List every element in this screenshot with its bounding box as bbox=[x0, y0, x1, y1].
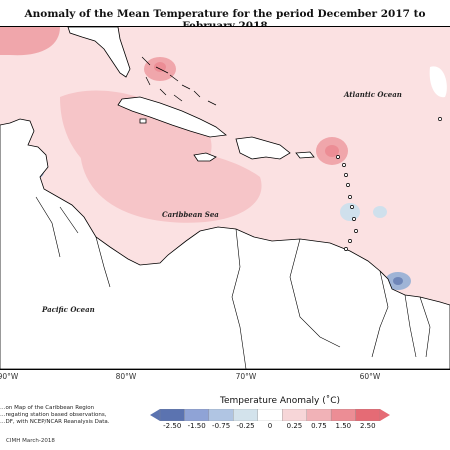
map-description: …on Map of the Caribbean Region …regatin… bbox=[0, 405, 140, 426]
legend-color-cell bbox=[330, 409, 356, 421]
pacific-ocean-label: Pacific Ocean bbox=[41, 305, 95, 314]
legend-label: -2.50 bbox=[163, 422, 182, 430]
longitude-tick-60w: 60°W bbox=[359, 372, 381, 381]
longitude-tick-80w: 80°W bbox=[115, 372, 137, 381]
country-borders bbox=[35, 196, 431, 369]
atlantic-ocean-label: Atlantic Ocean bbox=[343, 90, 402, 99]
legend-color-cell bbox=[282, 409, 307, 421]
legend-color-cell bbox=[355, 409, 381, 421]
legend-color-cell bbox=[233, 409, 258, 421]
bahamas-islands bbox=[141, 56, 217, 106]
land-masses bbox=[0, 27, 450, 369]
legend-color-cell bbox=[306, 409, 332, 421]
legend-label: 1.50 bbox=[335, 422, 352, 430]
legend-title: Temperature Anomaly (˚C) bbox=[219, 396, 340, 406]
caribbean-sea-label: Caribbean Sea bbox=[162, 210, 219, 219]
legend-color-bar bbox=[150, 409, 390, 421]
legend-arrow-right bbox=[380, 409, 390, 421]
description-line-2: …regating station based observations, bbox=[0, 412, 107, 418]
legend-arrow-left bbox=[150, 409, 160, 421]
legend-label: 0.75 bbox=[311, 422, 327, 430]
legend-label: -0.75 bbox=[212, 422, 231, 430]
legend-label: -1.50 bbox=[187, 422, 206, 430]
description-line-1: …on Map of the Caribbean Region bbox=[0, 405, 95, 411]
legend-color-cell bbox=[184, 409, 210, 421]
legend-color-cell bbox=[257, 409, 283, 421]
lesser-antilles bbox=[336, 117, 442, 251]
legend-label: 0.25 bbox=[286, 422, 303, 430]
credit-text: CIMH March-2018 bbox=[6, 438, 55, 444]
legend-color-cell bbox=[208, 409, 234, 421]
description-line-3: …DF, with NCEP/NCAR Reanalysis Data. bbox=[0, 419, 110, 425]
longitude-tick-90w: 90°W bbox=[0, 372, 19, 381]
anomaly-map: Atlantic Ocean Caribbean Sea Pacific Oce… bbox=[0, 26, 450, 370]
legend-label: 2.50 bbox=[359, 422, 376, 430]
legend-label: 0 bbox=[267, 422, 273, 430]
legend-color-cell bbox=[159, 409, 185, 421]
longitude-tick-70w: 70°W bbox=[235, 372, 257, 381]
legend-label: -0.25 bbox=[236, 422, 255, 430]
